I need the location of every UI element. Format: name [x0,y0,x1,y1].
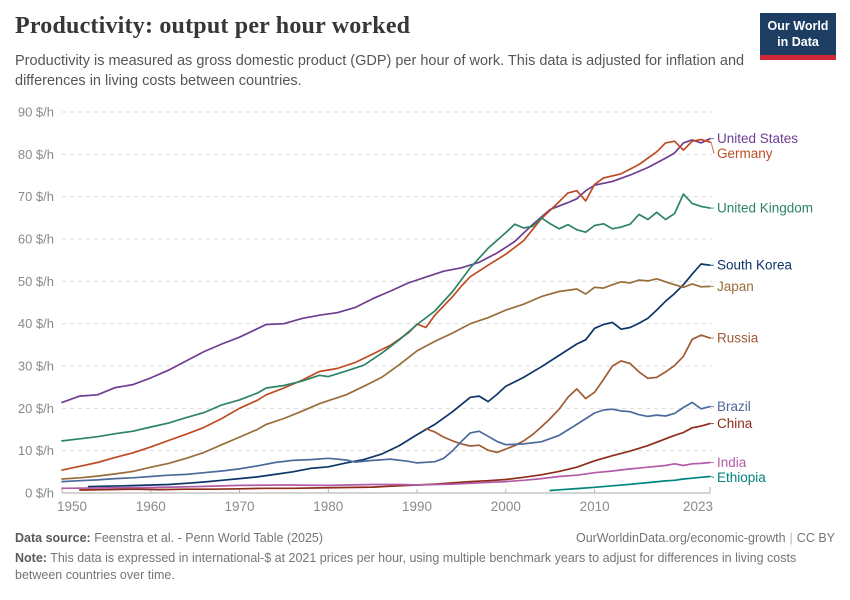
series-line-united-states[interactable] [61,137,711,404]
y-tick-label-80: 80 $/h [18,147,54,162]
y-tick-label-10: 10 $/h [18,443,54,458]
series-label-ethiopia[interactable]: Ethiopia [717,470,766,485]
series-line-germany[interactable] [61,138,711,471]
series-label-brazil[interactable]: Brazil [717,399,751,414]
footer-note: Note: This data is expressed in internat… [15,550,835,584]
series-line-brazil[interactable] [61,401,711,483]
y-tick-label-20: 20 $/h [18,401,54,416]
x-tick-label-1950: 1950 [57,499,87,514]
x-tick-label-2023: 2023 [683,499,713,514]
series-label-japan[interactable]: Japan [717,279,754,294]
data-source-text: Feenstra et al. - Penn World Table (2025… [94,531,324,545]
series-label-united-kingdom[interactable]: United Kingdom [717,201,813,216]
x-tick-label-2000: 2000 [491,499,521,514]
license-link[interactable]: CC BY [796,531,835,545]
page-title: Productivity: output per hour worked [15,13,411,39]
series-line-china[interactable] [78,422,711,491]
y-tick-label-70: 70 $/h [18,189,54,204]
series-label-russia[interactable]: Russia [717,331,759,346]
series-label-india[interactable]: India [717,455,747,470]
x-tick-label-1980: 1980 [313,499,343,514]
y-tick-label-50: 50 $/h [18,274,54,289]
y-tick-label-30: 30 $/h [18,359,54,374]
data-source-line: Data source: Feenstra et al. - Penn Worl… [15,531,323,545]
data-source-label: Data source: [15,531,91,545]
x-tick-label-1960: 1960 [136,499,166,514]
y-tick-label-40: 40 $/h [18,316,54,331]
owid-logo-line2: in Data [777,34,819,49]
series-line-south-korea[interactable] [87,263,711,488]
y-tick-label-0: 0 $/h [25,486,54,501]
series-line-ethiopia[interactable] [549,475,711,492]
footer-links: OurWorldinData.org/economic-growth | CC BY [576,531,835,545]
footer-separator: | [789,531,793,545]
owid-logo[interactable]: Our World in Data [760,13,836,61]
x-tick-label-1970: 1970 [225,499,255,514]
x-tick-label-1990: 1990 [402,499,432,514]
note-text: This data is expressed in international-… [15,551,797,582]
y-tick-label-60: 60 $/h [18,232,54,247]
chart-footer: Data source: Feenstra et al. - Penn Worl… [15,531,835,584]
series-line-japan[interactable] [61,277,711,480]
series-label-united-states[interactable]: United States [717,131,798,146]
y-tick-label-90: 90 $/h [18,105,54,120]
series-line-india[interactable] [61,461,711,490]
chart-subtitle: Productivity is measured as gross domest… [15,53,745,89]
label-connector-ethiopia [710,476,715,478]
series-label-south-korea[interactable]: South Korea [717,258,793,273]
owid-logo-line1: Our World [767,19,829,33]
x-tick-label-2010: 2010 [580,499,610,514]
series-label-germany[interactable]: Germany [717,146,773,161]
series-line-russia[interactable] [425,334,711,454]
series-line-united-kingdom[interactable] [61,193,711,442]
label-connector-germany [710,141,715,154]
series-label-china[interactable]: China [717,416,753,431]
note-label: Note: [15,551,47,565]
owid-url-link[interactable]: OurWorldinData.org/economic-growth [575,531,786,545]
